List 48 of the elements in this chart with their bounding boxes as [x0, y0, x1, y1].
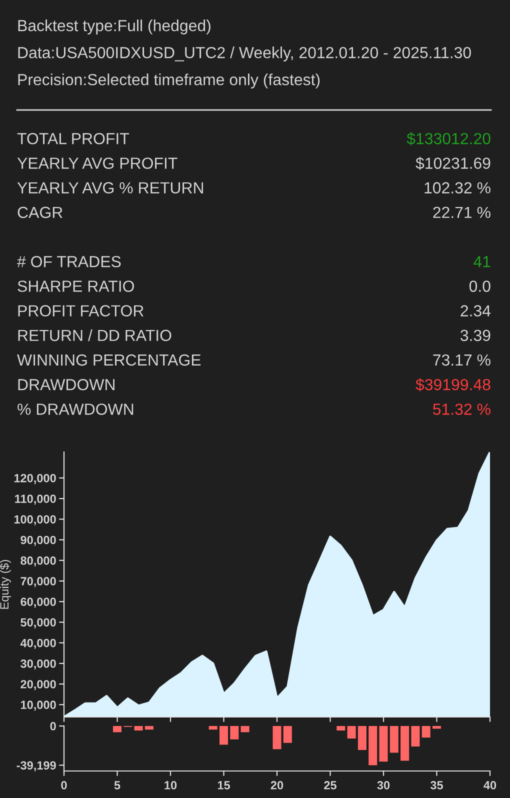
text: Data:USA500IDXUSD_UTC2 / Weekly, 2012.01.20 - 2025.11.30 Precision:Selected timeframe only (fastest)	[18, 46, 471, 88]
x-tick-label: 25	[324, 781, 336, 790]
category-label: PROFIT FACTOR	[18, 305, 144, 316]
y-tick-label: 30,000	[20, 659, 56, 670]
y-tick-label: 40,000	[20, 638, 56, 649]
y-tick-label: 80,000	[20, 556, 56, 566]
y-axis-title: Equity ($)	[0, 560, 11, 609]
x-tick-label: 35	[430, 781, 443, 790]
category-label: DRAWDOWN	[18, 378, 114, 390]
category-label: YEARLY AVG % RETURN	[17, 182, 204, 194]
text: $10231.69	[416, 156, 490, 170]
y-tick-label: 60,000	[20, 598, 56, 608]
text: 2.34	[460, 305, 491, 316]
text: 0.0	[469, 280, 490, 292]
y-tick-label: 120,000	[14, 474, 56, 484]
x-tick-label: 15	[218, 781, 230, 790]
x-tick-label: 20	[270, 781, 284, 790]
x-tick-label: 10	[164, 781, 177, 790]
text: $39199.48	[416, 378, 490, 392]
category-label: TOTAL PROFIT	[17, 132, 130, 144]
y-tick-label: 10,000	[21, 700, 56, 711]
x-tick-label: 0	[61, 781, 67, 790]
text: 22.71 %	[433, 206, 490, 218]
text: Backtest type:Full (hedged)	[18, 20, 210, 34]
y-tick-label: 20,000	[20, 680, 56, 690]
category-label: SHARPE RATIO	[18, 280, 134, 292]
y-tick-label: 100,000	[14, 515, 56, 526]
category-label: YEARLY AVG PROFIT	[17, 158, 178, 169]
text: 51.32 %	[433, 404, 490, 415]
text: 3.39	[460, 330, 490, 342]
text: $133012.20	[406, 132, 490, 146]
text: 102.32 %	[424, 182, 490, 194]
category-label: % DRAWDOWN	[18, 404, 134, 415]
category-label: WINNING PERCENTAGE	[17, 354, 201, 366]
y-tick-label: 90,000	[20, 536, 56, 546]
y-tick-label: 110,000	[15, 494, 56, 505]
category-label: # OF TRADES	[17, 256, 121, 268]
y-tick-label: 0	[50, 722, 56, 730]
category-label: CAGR	[18, 206, 62, 218]
x-tick-label: 5	[114, 781, 120, 790]
y-tick-label: -39,199	[16, 761, 56, 772]
x-tick-label: 40	[484, 781, 496, 790]
x-tick-label: 30	[377, 781, 390, 790]
text: 41	[474, 256, 490, 268]
category-label: RETURN / DD RATIO	[18, 329, 172, 342]
text: 73.17 %	[433, 354, 490, 366]
y-tick-label: 70,000	[20, 577, 56, 588]
y-tick-label: 50,000	[20, 618, 56, 628]
